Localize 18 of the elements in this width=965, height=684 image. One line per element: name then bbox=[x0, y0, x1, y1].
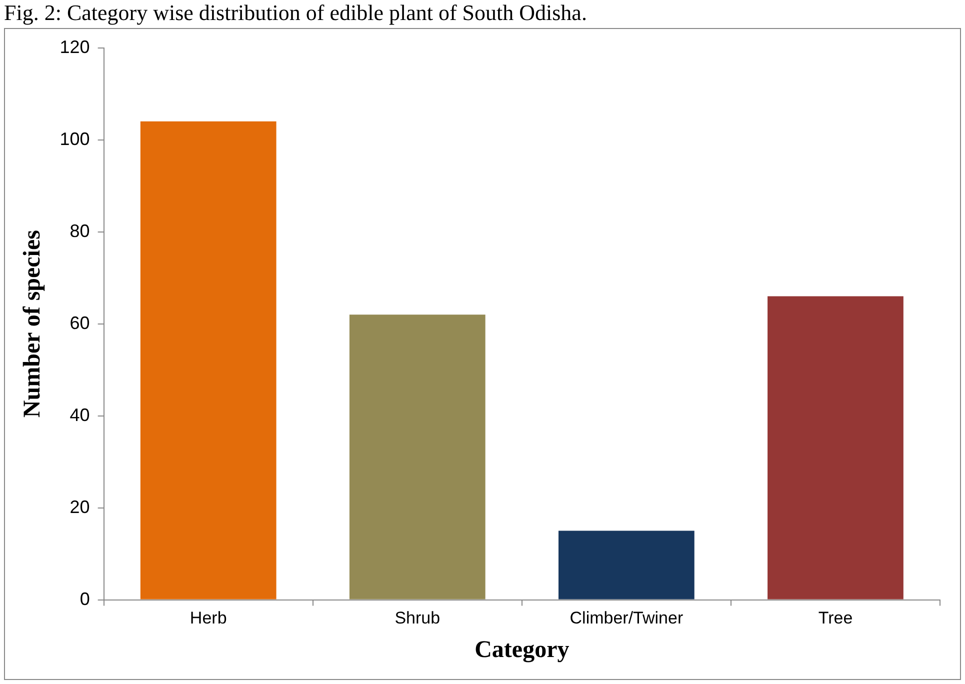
bar bbox=[349, 314, 486, 600]
x-axis-title: Category bbox=[474, 636, 570, 663]
y-tick-label: 120 bbox=[60, 36, 90, 57]
bar bbox=[768, 296, 904, 600]
x-tick-label: Tree bbox=[818, 608, 853, 628]
y-tick-label: 80 bbox=[70, 220, 90, 241]
chart-title: Fig. 2: Category wise distribution of edible plant of South Odisha. bbox=[4, 0, 588, 26]
y-tick-label: 40 bbox=[70, 404, 90, 425]
bar bbox=[140, 121, 276, 600]
y-axis-title: Number of species bbox=[20, 230, 46, 418]
y-tick-label: 0 bbox=[80, 588, 90, 609]
x-tick-label: Shrub bbox=[394, 608, 440, 628]
y-tick-label: 60 bbox=[70, 312, 90, 333]
x-tick-label: Climber/Twiner bbox=[570, 608, 684, 628]
y-tick-label: 100 bbox=[60, 128, 90, 149]
y-tick-label: 20 bbox=[70, 496, 90, 517]
bar bbox=[558, 530, 694, 600]
x-tick-label: Herb bbox=[190, 608, 227, 628]
